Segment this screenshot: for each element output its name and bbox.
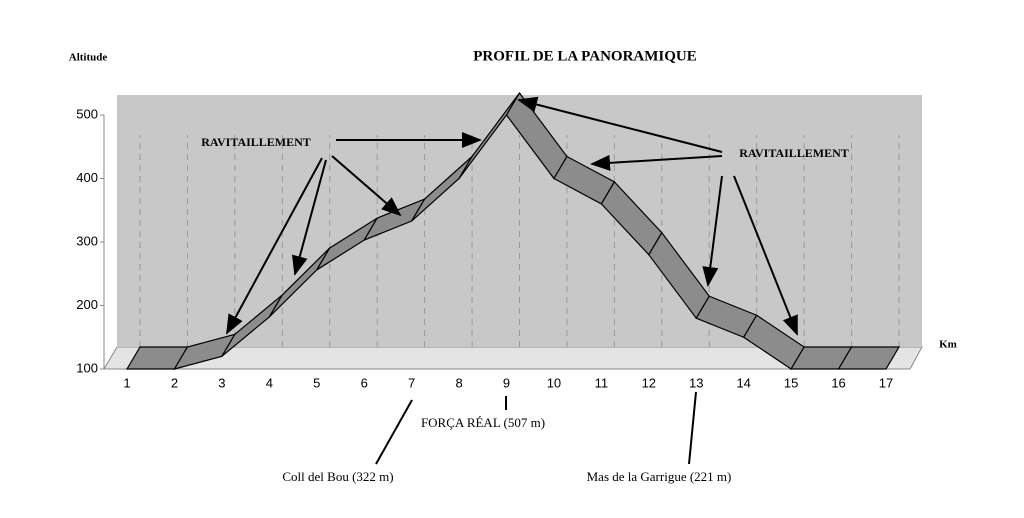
annotation: Mas de la Garrigue (221 m): [587, 469, 732, 484]
annotation: RAVITAILLEMENT: [201, 135, 311, 149]
y-tick-label: 300: [76, 233, 98, 248]
x-tick-label: 14: [736, 375, 750, 390]
annotation: RAVITAILLEMENT: [739, 146, 849, 160]
x-tick-label: 8: [455, 375, 462, 390]
annotation: FORÇA RÉAL (507 m): [421, 415, 545, 430]
x-tick-label: 6: [361, 375, 368, 390]
x-tick-label: 7: [408, 375, 415, 390]
y-tick-label: 400: [76, 170, 98, 185]
x-tick-label: 16: [831, 375, 845, 390]
y-tick-label: 200: [76, 297, 98, 312]
x-tick-label: 15: [784, 375, 798, 390]
x-tick-label: 17: [879, 375, 893, 390]
y-axis-label: Altitude: [69, 52, 108, 64]
x-tick-label: 10: [547, 375, 561, 390]
x-tick-label: 3: [218, 375, 225, 390]
y-tick-label: 500: [76, 106, 98, 121]
x-tick-label: 2: [171, 375, 178, 390]
annotation: Coll del Bou (322 m): [282, 469, 393, 484]
x-tick-label: 5: [313, 375, 320, 390]
x-tick-label: 4: [266, 375, 273, 390]
y-tick-label: 100: [76, 360, 98, 375]
x-tick-label: 12: [642, 375, 656, 390]
x-tick-label: 11: [595, 375, 609, 390]
x-tick-label: 1: [123, 375, 130, 390]
ribbon-segment: [837, 346, 901, 370]
chart-title: PROFIL DE LA PANORAMIQUE: [473, 48, 696, 64]
x-tick-label: 9: [503, 375, 510, 390]
arrows: [226, 96, 798, 465]
x-axis-label: Km: [939, 339, 957, 351]
x-tick-label: 13: [689, 375, 703, 390]
